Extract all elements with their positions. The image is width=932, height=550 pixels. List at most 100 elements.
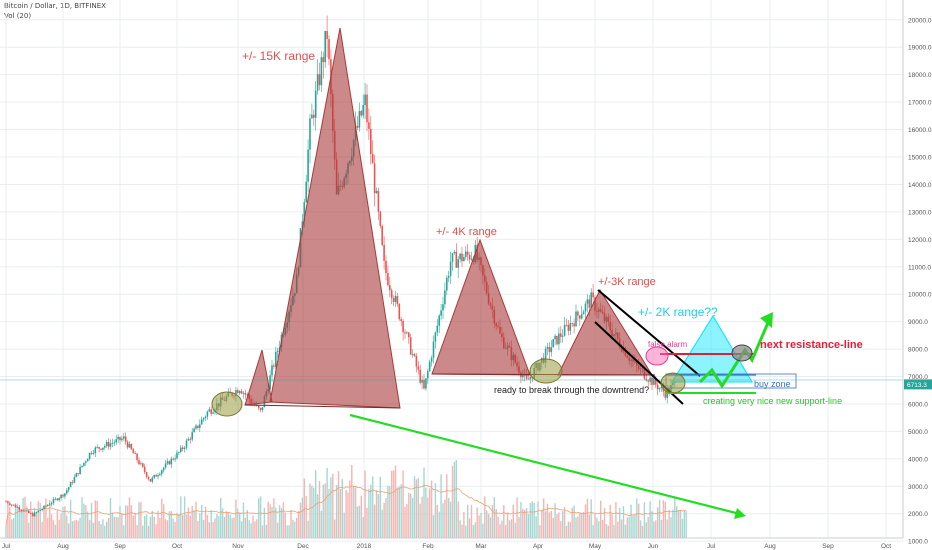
candle-body bbox=[7, 501, 9, 504]
volume-bar bbox=[273, 498, 275, 538]
volume-bar bbox=[45, 498, 47, 538]
volume-bar bbox=[467, 504, 469, 538]
volume-bar bbox=[294, 521, 296, 538]
volume-bar bbox=[402, 470, 404, 538]
volume-bar bbox=[271, 507, 273, 538]
candle-body bbox=[181, 447, 184, 449]
volume-bar bbox=[83, 503, 85, 538]
y-tick-label: 16000.0 bbox=[908, 127, 932, 134]
volume-bar bbox=[590, 499, 592, 538]
candle-body bbox=[121, 438, 123, 441]
volume-bar bbox=[429, 488, 431, 538]
volume-bar bbox=[653, 521, 655, 538]
candle-body bbox=[653, 378, 655, 385]
volume-bar bbox=[130, 505, 133, 538]
candle-body bbox=[191, 432, 193, 440]
candle-body bbox=[383, 244, 385, 261]
volume-bar bbox=[144, 516, 146, 538]
volume-bar bbox=[586, 498, 589, 538]
volume-bar bbox=[605, 524, 608, 538]
candle-body bbox=[561, 335, 564, 337]
volume-bar bbox=[330, 477, 332, 538]
volume-bar bbox=[512, 504, 514, 538]
candle-body bbox=[651, 377, 653, 385]
candle-body bbox=[88, 452, 91, 459]
volume-bar bbox=[535, 516, 537, 538]
volume-bar bbox=[140, 501, 142, 538]
volume-bar bbox=[677, 509, 680, 538]
candle-body bbox=[320, 57, 323, 86]
candle-body bbox=[316, 74, 319, 91]
volume-bar bbox=[615, 502, 617, 538]
candle-body bbox=[592, 292, 594, 298]
y-tick-label: 11000.0 bbox=[908, 264, 931, 271]
x-tick-label: Sep bbox=[114, 543, 126, 550]
candle-body bbox=[396, 296, 399, 305]
candle-body bbox=[577, 311, 579, 316]
candle-body bbox=[303, 202, 306, 222]
candle-body bbox=[254, 403, 256, 406]
volume-bar bbox=[339, 489, 342, 538]
volume-bar bbox=[472, 524, 475, 538]
volume-bar bbox=[136, 525, 138, 538]
volume-bar bbox=[537, 501, 539, 538]
candle-body bbox=[193, 428, 195, 433]
candle-body bbox=[62, 494, 64, 497]
volume-bar bbox=[288, 525, 290, 538]
volume-bar bbox=[81, 497, 83, 538]
volume-bar bbox=[92, 522, 95, 538]
candle-body bbox=[149, 479, 152, 482]
x-tick-label: May bbox=[589, 543, 602, 550]
volume-bar bbox=[223, 516, 226, 538]
candle-body bbox=[362, 104, 364, 116]
candle-body bbox=[172, 458, 174, 460]
volume-bar bbox=[679, 510, 682, 538]
volume-bar bbox=[235, 499, 237, 538]
candle-body bbox=[257, 405, 260, 408]
volume-bar bbox=[172, 518, 174, 538]
volume-bar bbox=[256, 519, 258, 538]
candle-body bbox=[415, 355, 418, 367]
x-tick-label: Aug bbox=[57, 543, 69, 550]
volume-bar bbox=[533, 502, 535, 538]
candle-body bbox=[35, 512, 38, 513]
x-tick-label: 2018 bbox=[357, 543, 372, 550]
volume-bar bbox=[664, 501, 666, 538]
long-green-arrow-line bbox=[349, 413, 741, 516]
volume-bar bbox=[434, 483, 437, 538]
volume-bar bbox=[157, 510, 159, 538]
x-tick-label: Nov bbox=[232, 543, 244, 550]
candle-body bbox=[10, 504, 13, 506]
volume-bar bbox=[611, 514, 613, 538]
candle-body bbox=[105, 441, 108, 446]
volume-bar bbox=[47, 517, 49, 538]
candle-body bbox=[238, 391, 241, 394]
volume-bar bbox=[430, 480, 433, 538]
volume-bar bbox=[413, 476, 416, 538]
volume-bar bbox=[182, 515, 184, 538]
y-tick-label: 1000.0 bbox=[908, 539, 928, 546]
volume-bar bbox=[111, 512, 114, 538]
volume-bar bbox=[482, 523, 484, 538]
volume-bar bbox=[529, 502, 532, 538]
x-tick-label: Oct bbox=[881, 543, 891, 550]
candle-body bbox=[582, 311, 585, 315]
x-tick-label: Jul bbox=[2, 543, 11, 550]
candle-body bbox=[658, 387, 661, 390]
volume-bar bbox=[69, 499, 72, 538]
candle-body bbox=[590, 292, 592, 308]
volume-bar bbox=[227, 512, 229, 538]
candle-body bbox=[584, 303, 587, 312]
volume-bar bbox=[440, 474, 442, 538]
volume-bar bbox=[474, 522, 476, 538]
volume-bar bbox=[85, 505, 87, 538]
candle-body bbox=[387, 273, 389, 286]
volume-bar bbox=[12, 517, 15, 538]
y-tick-label: 18000.0 bbox=[908, 72, 932, 79]
volume-bar bbox=[109, 498, 112, 538]
volume-bar bbox=[117, 517, 119, 538]
candle-body bbox=[461, 253, 463, 262]
candle-body bbox=[400, 319, 402, 322]
volume-bar bbox=[417, 478, 419, 538]
